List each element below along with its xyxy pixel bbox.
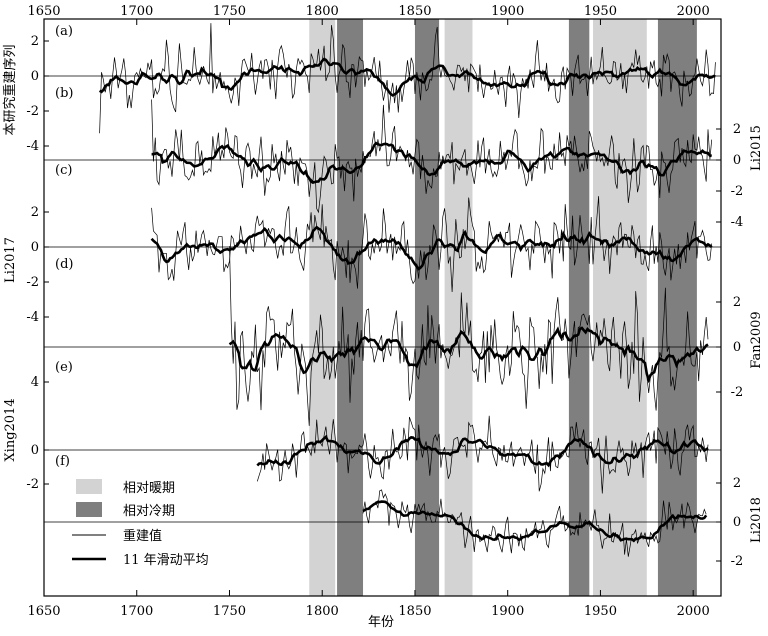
legend-warm-swatch (76, 479, 102, 494)
panel-tag-b: (b) (55, 86, 73, 101)
panel-tag-f: (f) (55, 454, 70, 469)
y-tick-label-Fan2009-2: 2 (733, 295, 741, 310)
y-tick-label-Li2017--2: -2 (26, 275, 39, 290)
series-layer (98, 23, 716, 557)
x-tick-label-bottom-1800: 1800 (306, 604, 339, 619)
panel-tag-c: (c) (55, 163, 72, 178)
legend: 相对暖期 相对冷期 重建值 11 年滑动平均 (72, 479, 209, 568)
y-tick-label-Fan2009--2: -2 (731, 385, 744, 400)
band-cold-6 (657, 19, 697, 596)
y-tick-label-本研究重建序列--4: -4 (26, 139, 39, 154)
panel-labels: (a) 本研究重建序列 (b) Li2015 (c) Li2017 (d) Fan2009 (e… (2, 24, 764, 543)
y-tick-label-Li2018-0: 0 (733, 515, 741, 530)
y-tick-label-本研究重建序列-0: 0 (31, 69, 39, 84)
y-tick-label-Li2018-2: 2 (733, 476, 741, 491)
x-tick-label-top-1750: 1750 (213, 4, 246, 19)
series-name-Li2017: Li2017 (3, 237, 18, 283)
y-tick-label-Fan2009-0: 0 (733, 340, 741, 355)
y-tick-label-Li2015-2: 2 (733, 122, 741, 137)
x-axis: 1650 1650 1700 1700 1750 1750 1800 1800 1850 1850… (27, 4, 709, 619)
y-tick-label-Li2015--4: -4 (731, 215, 744, 230)
legend-cold-swatch (76, 502, 102, 517)
series-raw-本研究重建序列 (99, 23, 716, 134)
series-name-本研究重建序列: 本研究重建序列 (2, 44, 18, 135)
band-warm-0 (309, 19, 336, 596)
panel-tag-e: (e) (55, 360, 73, 375)
legend-warm-label: 相对暖期 (123, 481, 175, 496)
x-tick-label-bottom-1850: 1850 (398, 604, 431, 619)
series-smooth-Xing2014 (256, 434, 709, 468)
x-tick-label-bottom-1900: 1900 (491, 604, 524, 619)
y-tick-label-Xing2014-4: 4 (31, 375, 39, 390)
legend-smooth-label: 11 年滑动平均 (123, 553, 209, 568)
y-tick-label-Xing2014--2: -2 (26, 477, 39, 492)
y-tick-label-Li2017-0: 0 (31, 240, 39, 255)
y-tick-label-本研究重建序列--2: -2 (26, 104, 39, 119)
x-tick-label-top-1650: 1650 (27, 4, 60, 19)
y-tick-label-本研究重建序列-2: 2 (31, 34, 39, 49)
y-tick-label-Li2015--2: -2 (731, 184, 744, 199)
band-cold-2 (414, 19, 440, 596)
series-smooth-Li2015 (151, 141, 712, 184)
y-tick-label-Xing2014-0: 0 (31, 443, 39, 458)
series-raw-Li2018 (362, 489, 707, 557)
series-raw-Xing2014 (256, 415, 709, 494)
band-cold-1 (337, 19, 364, 596)
plot-frame (43, 18, 722, 597)
x-tick-label-top-1900: 1900 (491, 4, 524, 19)
x-tick-label-bottom-1750: 1750 (213, 604, 246, 619)
x-tick-label-top-1800: 1800 (306, 4, 339, 19)
series-name-Fan2009: Fan2009 (749, 311, 764, 368)
y-tick-label-Li2017--4: -4 (26, 310, 39, 325)
y-tick-label-Li2015-0: 0 (733, 153, 741, 168)
band-cold-4 (568, 19, 590, 596)
series-name-Xing2014: Xing2014 (3, 398, 18, 461)
panel-tag-d: (d) (55, 257, 73, 272)
series-raw-Fan2009 (229, 246, 709, 426)
x-tick-label-bottom-2000: 2000 (677, 604, 710, 619)
legend-cold-label: 相对冷期 (123, 504, 175, 519)
x-tick-label-top-1950: 1950 (584, 4, 617, 19)
x-tick-label-bottom-1700: 1700 (120, 604, 153, 619)
band-warm-3 (444, 19, 473, 596)
y-tick-label-Li2018--2: -2 (731, 554, 744, 569)
series-smooth-本研究重建序列 (98, 57, 716, 97)
bands-layer (309, 19, 697, 596)
panel-tag-a: (a) (55, 24, 73, 39)
x-tick-label-top-2000: 2000 (677, 4, 710, 19)
series-name-Li2015: Li2015 (749, 125, 764, 171)
series-smooth-Li2018 (362, 500, 708, 543)
x-axis-title: 年份 (368, 615, 394, 630)
legend-raw-label: 重建值 (123, 528, 162, 544)
band-warm-5 (593, 19, 647, 596)
y-axes: 2 0 -2 -4 2 0 -2 -4 2 0 -2 -4 2 0 -2 4 0 -2 2 0 -2 (26, 34, 743, 569)
x-tick-label-bottom-1650: 1650 (27, 604, 60, 619)
x-tick-label-top-1850: 1850 (398, 4, 431, 19)
series-smooth-Li2017 (150, 225, 713, 271)
x-tick-label-top-1700: 1700 (120, 4, 153, 19)
series-raw-Li2017 (151, 196, 713, 293)
series-name-Li2018: Li2018 (749, 497, 764, 543)
x-tick-label-bottom-1950: 1950 (584, 604, 617, 619)
series-smooth-Fan2009 (228, 326, 709, 384)
y-tick-label-Li2017-2: 2 (31, 205, 39, 220)
